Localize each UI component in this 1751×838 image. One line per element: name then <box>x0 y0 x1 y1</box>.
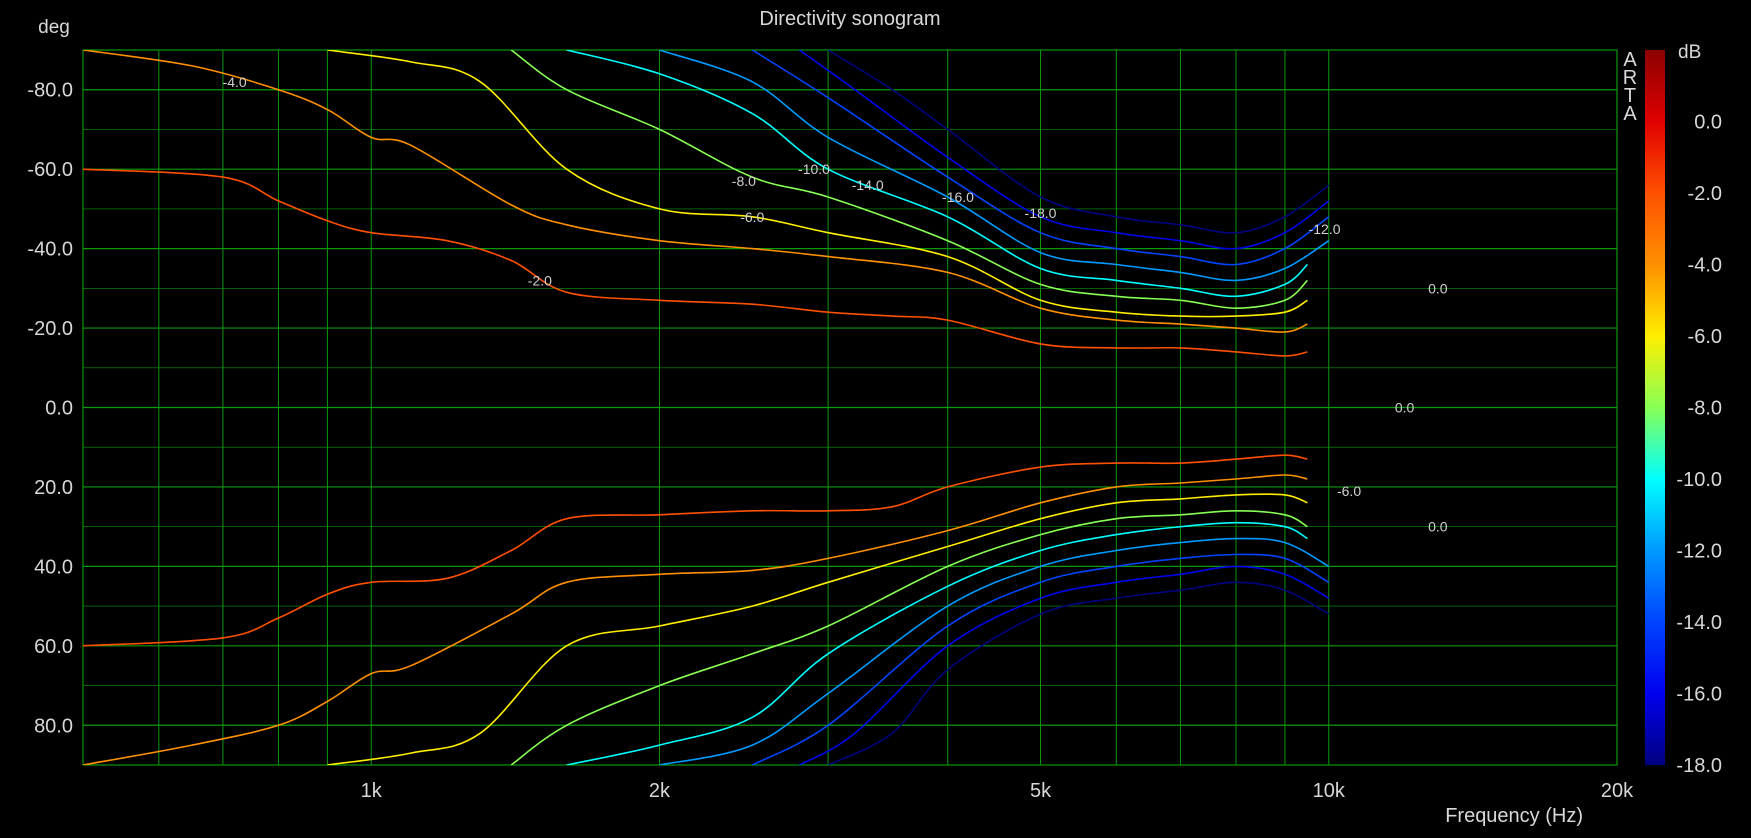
colorbar-unit-label: dB <box>1678 42 1701 63</box>
contour-line <box>827 50 1330 234</box>
contour-line <box>798 50 1330 250</box>
contour-label: -4.0 <box>223 74 247 90</box>
colorbar-tick-label: -8.0 <box>1688 398 1722 420</box>
contour-label: -2.0 <box>528 272 552 288</box>
contour-label: -16.0 <box>942 189 974 205</box>
y-axis-ticks: -80.0 -60.0 -40.0 -20.0 0.0 20.0 40.0 60.0 80.0 <box>27 80 73 738</box>
contour-label: 0.0 <box>1428 280 1448 296</box>
contour-line <box>510 509 1308 765</box>
watermark-letter: R <box>1623 67 1637 89</box>
contour-line <box>751 553 1330 765</box>
contour-line <box>83 454 1308 647</box>
contour-label: -6.0 <box>1337 483 1361 499</box>
plot-frame <box>82 49 1618 766</box>
contour-label: 0.0 <box>1428 519 1448 535</box>
y-tick-label: 20.0 <box>34 477 73 499</box>
y-tick-label: 40.0 <box>34 556 73 578</box>
contour-line <box>659 537 1330 765</box>
y-tick-label: -40.0 <box>27 239 73 261</box>
y-axis-label: deg <box>38 17 70 38</box>
contour-line <box>327 493 1308 765</box>
x-tick-label: 5k <box>1030 780 1052 802</box>
contour-line <box>827 581 1330 765</box>
contour-label: 0.0 <box>1395 400 1415 416</box>
contour-line <box>659 50 1330 282</box>
contour-label: -12.0 <box>1309 221 1341 237</box>
colorbar-tick-label: -18.0 <box>1676 755 1722 777</box>
x-tick-label: 2k <box>649 780 671 802</box>
colorbar-ticks: 0.0 -2.0 -4.0 -6.0 -8.0 -10.0 -12.0 -14.0 -16.0 -… <box>1676 112 1722 778</box>
contour-line <box>83 474 1308 765</box>
contour-line <box>510 50 1308 310</box>
colorbar-tick-label: -2.0 <box>1688 183 1722 205</box>
chart-title: Directivity sonogram <box>759 8 940 30</box>
contour-label: -6.0 <box>740 209 764 225</box>
x-tick-label: 1k <box>361 780 383 802</box>
colorbar-tick-label: 0.0 <box>1694 112 1722 134</box>
contour-line <box>799 565 1330 765</box>
contour-line <box>566 50 1308 298</box>
colorbar-tick-label: -14.0 <box>1676 612 1722 634</box>
colorbar <box>1645 50 1665 765</box>
x-tick-label: 10k <box>1313 780 1346 802</box>
contour-line <box>83 50 1308 333</box>
y-tick-label: 60.0 <box>34 636 73 658</box>
contour-lines <box>83 50 1330 765</box>
colorbar-tick-label: -6.0 <box>1688 326 1722 348</box>
contour-label: -10.0 <box>798 161 830 177</box>
contour-line <box>83 168 1308 357</box>
watermark-letter: T <box>1624 85 1636 107</box>
contour-line <box>751 50 1330 266</box>
watermark-letter: A <box>1623 49 1637 71</box>
contour-label: -18.0 <box>1025 205 1057 221</box>
y-tick-label: -60.0 <box>27 159 73 181</box>
y-tick-label: -80.0 <box>27 80 73 102</box>
y-tick-label: 0.0 <box>45 398 73 420</box>
watermark-letter: A <box>1623 103 1637 125</box>
contour-line <box>327 50 1308 318</box>
x-axis-ticks: 1k 2k 5k 10k 20k <box>361 780 1634 802</box>
colorbar-tick-label: -10.0 <box>1676 469 1722 491</box>
colorbar-tick-label: -12.0 <box>1676 541 1722 563</box>
x-axis-label: Frequency (Hz) <box>1445 805 1583 827</box>
contour-labels: -4.0 -2.0 -8.0 -6.0 -10.0 -14.0 -16.0 -18.0 -12.… <box>223 74 1448 535</box>
contour-line <box>566 521 1308 765</box>
colorbar-tick-label: -4.0 <box>1688 255 1722 277</box>
contour-label: -8.0 <box>732 173 756 189</box>
y-tick-label: -20.0 <box>27 318 73 340</box>
grid-lines <box>82 49 1618 766</box>
y-tick-label: 80.0 <box>34 715 73 737</box>
contour-label: -14.0 <box>852 177 884 193</box>
x-tick-label: 20k <box>1601 780 1634 802</box>
colorbar-tick-label: -16.0 <box>1676 684 1722 706</box>
